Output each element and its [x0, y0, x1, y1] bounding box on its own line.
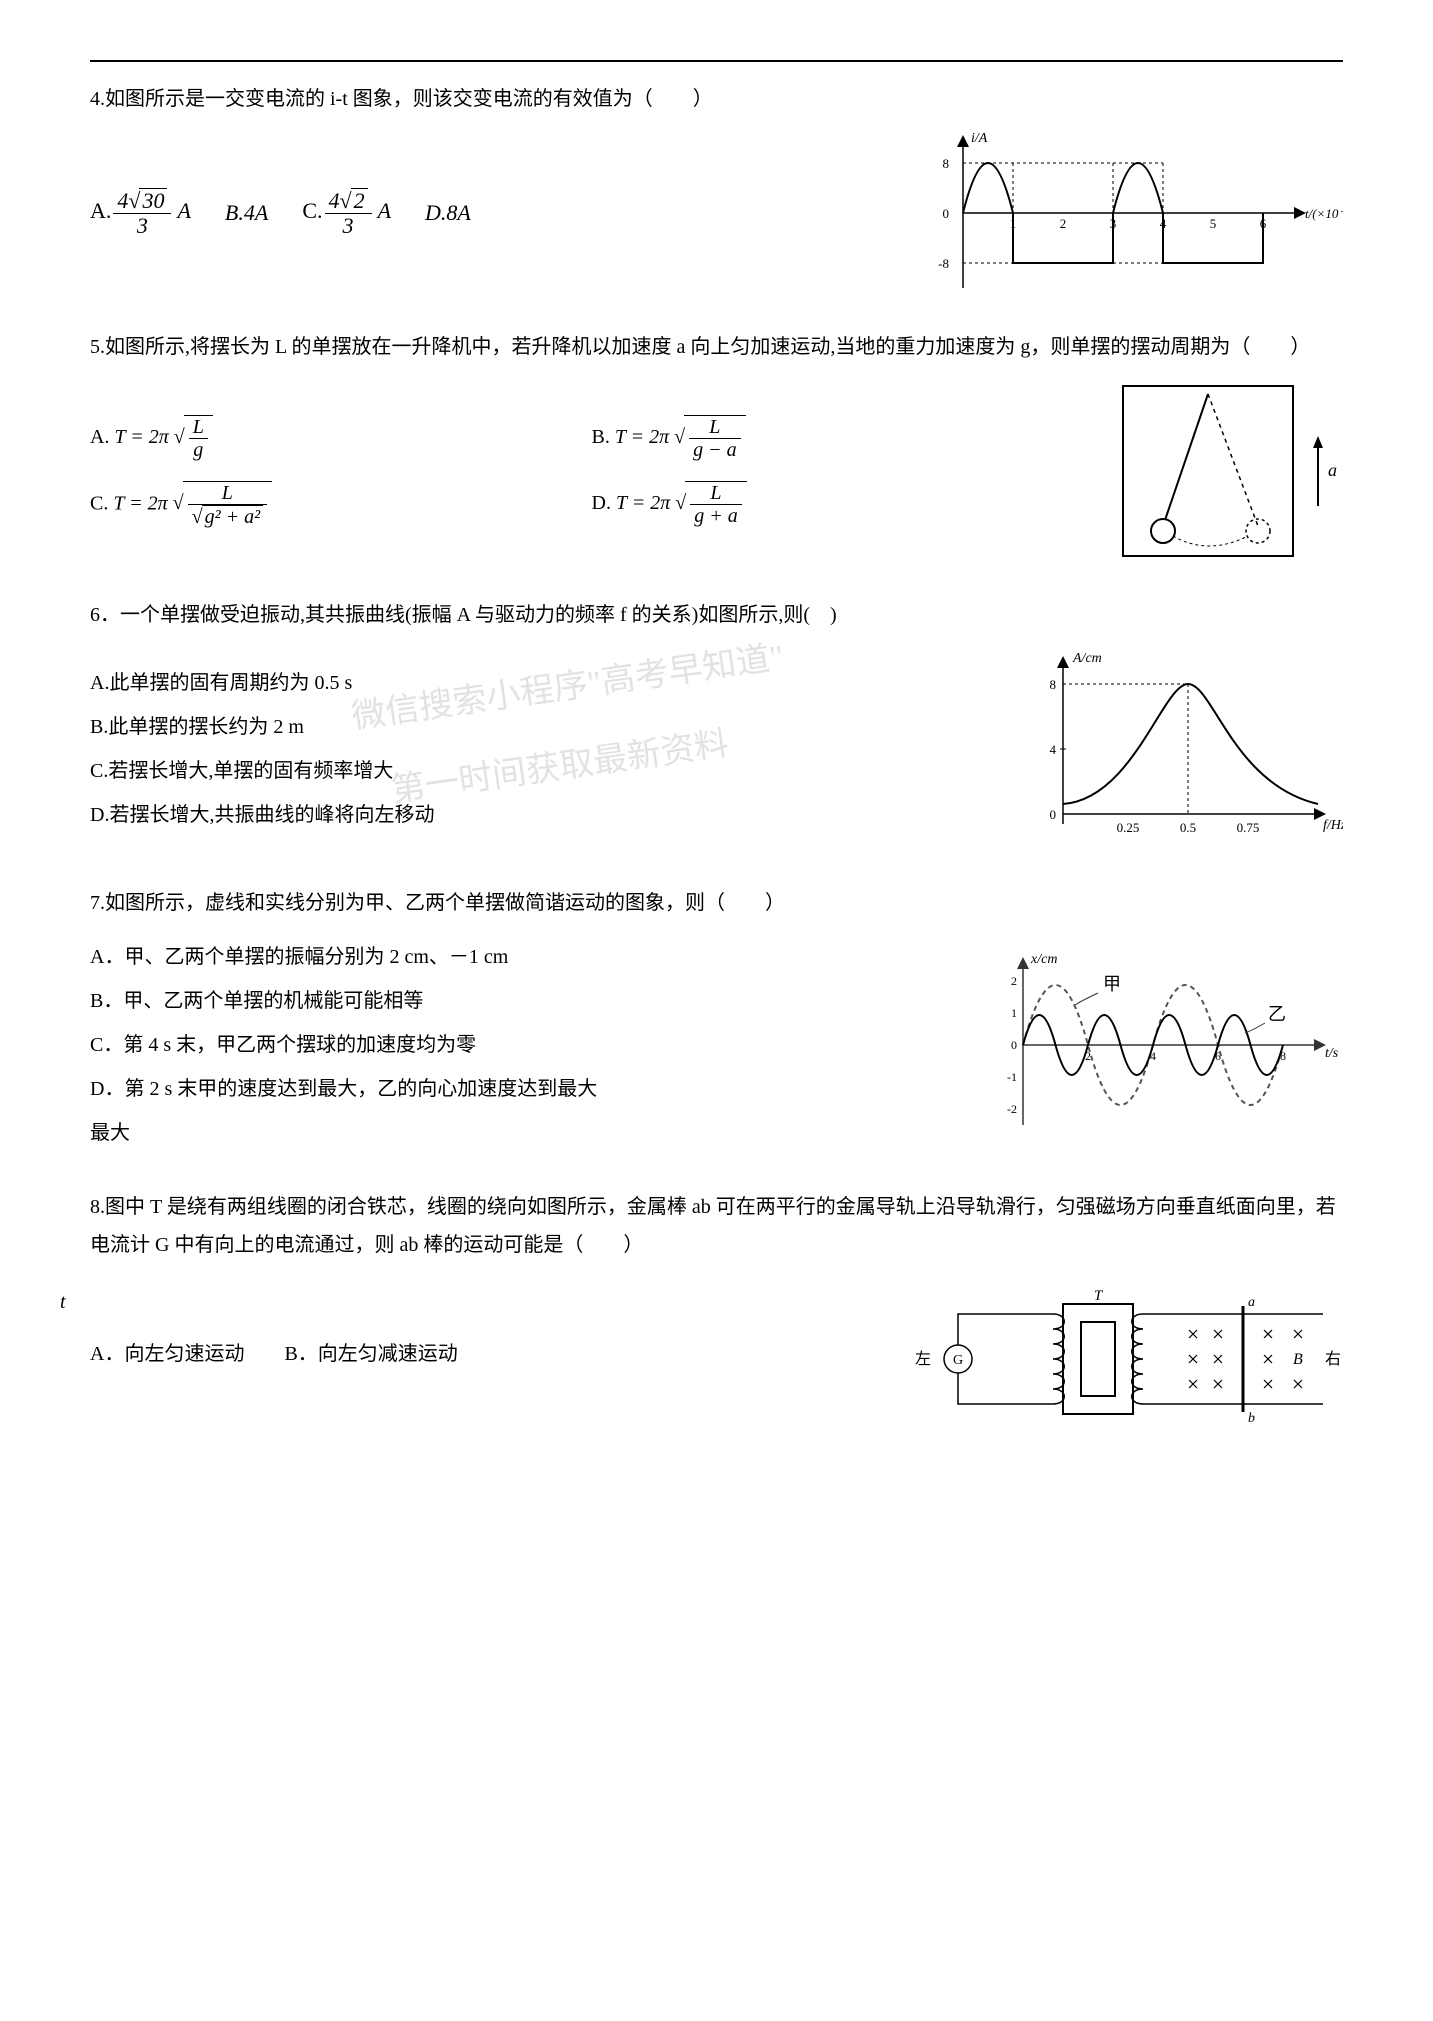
svg-text:甲: 甲 [1103, 974, 1121, 994]
svg-text:1: 1 [1011, 1006, 1017, 1020]
q8-stem: 8.图中 T 是绕有两组线圈的闭合铁芯，线圈的绕向如图所示，金属棒 ab 可在两… [90, 1188, 1343, 1264]
svg-text:2: 2 [1011, 974, 1017, 988]
svg-text:-1: -1 [1007, 1070, 1017, 1084]
svg-text:f/Hz: f/Hz [1323, 818, 1343, 833]
svg-text:0: 0 [1011, 1038, 1017, 1052]
q4-options-row: A.4303A B.4A C.423A D.8A [90, 188, 903, 238]
svg-text:a: a [1248, 1295, 1255, 1310]
top-rule [90, 60, 1343, 62]
q4-opt-b: B.4A [225, 192, 268, 234]
q5-stem: 5.如图所示,将摆长为 L 的单摆放在一升降机中，若升降机以加速度 a 向上匀加… [90, 328, 1343, 366]
q8-opt-a: A．向左匀速运动 [90, 1335, 244, 1373]
svg-text:乙: 乙 [1268, 1004, 1286, 1024]
svg-text:G: G [953, 1353, 963, 1368]
question-4: 4.如图所示是一交变电流的 i-t 图象，则该交变电流的有效值为（ ） A.43… [90, 80, 1343, 298]
q6-chart: A/cm f/Hz 8 4 0 0.25 0.5 0.75 [1023, 644, 1343, 854]
question-7: 7.如图所示，虚线和实线分别为甲、乙两个单摆做简谐运动的图象，则（ ） A．甲、… [90, 884, 1343, 1158]
svg-text:B: B [1293, 1351, 1303, 1368]
svg-text:8: 8 [943, 156, 950, 171]
svg-text:4: 4 [1050, 742, 1057, 757]
q7-opt-a: A．甲、乙两个单摆的振幅分别为 2 cm、－1 cm [90, 938, 963, 976]
q7-stem: 7.如图所示，虚线和实线分别为甲、乙两个单摆做简谐运动的图象，则（ ） [90, 884, 1343, 922]
q4-chart: i/A t/(×10⁻²s) 8 0 -8 1 2 3 4 5 6 [923, 128, 1343, 298]
q5-opt-d: D. T = 2π Lg + a [592, 481, 1094, 528]
q8-side-t: t [60, 1283, 66, 1321]
svg-text:2: 2 [1060, 216, 1067, 231]
svg-text:0.25: 0.25 [1117, 820, 1140, 835]
q4-opt-c: C.423A [302, 188, 391, 238]
svg-text:8: 8 [1050, 677, 1057, 692]
svg-text:-8: -8 [938, 256, 949, 271]
question-8: t 8.图中 T 是绕有两组线圈的闭合铁芯，线圈的绕向如图所示，金属棒 ab 可… [90, 1188, 1343, 1434]
svg-text:0: 0 [943, 206, 950, 221]
q4-stem: 4.如图所示是一交变电流的 i-t 图象，则该交变电流的有效值为（ ） [90, 80, 1343, 118]
q5-opt-a: A. T = 2π Lg [90, 415, 592, 461]
svg-text:5: 5 [1210, 216, 1217, 231]
svg-text:0.5: 0.5 [1180, 820, 1196, 835]
q4-opt-a: A.4303A [90, 188, 191, 238]
question-6: 微信搜索小程序"高考早知道" 第一时间获取最新资料 6．一个单摆做受迫振动,其共… [90, 596, 1343, 854]
svg-text:a: a [1328, 460, 1337, 480]
q7-opt-d: D．第 2 s 末甲的速度达到最大，乙的向心加速度达到最大 [90, 1070, 963, 1108]
q7-last: 最大 [90, 1114, 963, 1152]
q6-opt-d: D.若摆长增大,共振曲线的峰将向左移动 [90, 796, 1003, 834]
svg-text:0.75: 0.75 [1237, 820, 1260, 835]
q5-figure: a [1113, 376, 1343, 566]
q5-opt-b: B. T = 2π Lg − a [592, 415, 1094, 461]
q6-stem: 6．一个单摆做受迫振动,其共振曲线(振幅 A 与驱动力的频率 f 的关系)如图所… [90, 596, 1343, 634]
q4-opt-d: D.8A [425, 192, 471, 234]
svg-text:A/cm: A/cm [1072, 651, 1102, 666]
question-5: 5.如图所示,将摆长为 L 的单摆放在一升降机中，若升降机以加速度 a 向上匀加… [90, 328, 1343, 566]
svg-text:-2: -2 [1007, 1102, 1017, 1116]
q6-opt-b: B.此单摆的摆长约为 2 m [90, 708, 1003, 746]
svg-text:b: b [1248, 1411, 1255, 1426]
svg-text:左: 左 [915, 1350, 931, 1368]
svg-text:右: 右 [1325, 1350, 1341, 1368]
q7-opt-b: B．甲、乙两个单摆的机械能可能相等 [90, 982, 963, 1020]
q8-opt-b: B．向左匀减速运动 [284, 1335, 457, 1373]
svg-text:t/(×10⁻²s): t/(×10⁻²s) [1305, 206, 1343, 221]
q7-opt-c: C．第 4 s 末，甲乙两个摆球的加速度均为零 [90, 1026, 963, 1064]
q6-opt-a: A.此单摆的固有周期约为 0.5 s [90, 664, 1003, 702]
svg-text:T: T [1094, 1288, 1104, 1304]
svg-text:0: 0 [1050, 807, 1057, 822]
svg-text:t/s: t/s [1325, 1046, 1339, 1061]
q5-opt-c: C. T = 2π Lg² + a² [90, 481, 592, 528]
svg-text:i/A: i/A [971, 131, 988, 146]
q6-opt-c: C.若摆长增大,单摆的固有频率增大 [90, 752, 1003, 790]
svg-text:x/cm: x/cm [1030, 952, 1057, 967]
q8-figure: 左 G T a b [903, 1274, 1343, 1434]
q7-chart: x/cm t/s 2 1 0 -1 -2 2 4 6 8 [983, 945, 1343, 1145]
